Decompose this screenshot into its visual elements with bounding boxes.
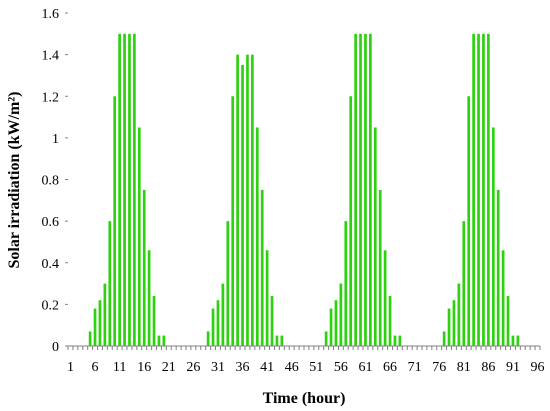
bar	[128, 33, 131, 347]
bar	[457, 283, 461, 346]
bar	[349, 96, 353, 346]
y-tick-label: 1.4	[42, 49, 60, 64]
bar	[359, 33, 362, 347]
bar	[388, 296, 392, 346]
x-tick-label: 81	[457, 360, 471, 375]
bar	[108, 221, 112, 347]
bar	[211, 308, 215, 346]
bar	[491, 127, 495, 346]
x-tick-label: 76	[432, 360, 446, 375]
bar	[373, 127, 377, 346]
bar	[251, 54, 254, 346]
bar	[162, 335, 166, 346]
bar	[221, 283, 225, 346]
bar	[157, 335, 161, 346]
x-tick-label: 91	[506, 360, 520, 375]
bar	[324, 331, 328, 346]
bar	[482, 33, 485, 347]
bar	[398, 335, 402, 346]
bar	[113, 96, 117, 346]
bar	[339, 283, 343, 346]
bar	[364, 33, 367, 347]
bar	[236, 54, 239, 346]
bar	[383, 250, 387, 346]
bar	[329, 308, 333, 346]
bar	[152, 296, 156, 346]
y-tick-label: 0.8	[42, 174, 60, 189]
bar	[354, 33, 357, 347]
x-tick-label: 21	[162, 360, 176, 375]
bar	[133, 33, 136, 347]
bar	[516, 335, 520, 346]
y-tick-label: 1.2	[42, 90, 60, 105]
bar	[103, 283, 107, 346]
bar	[255, 127, 259, 346]
x-tick-label: 61	[358, 360, 372, 375]
bar	[226, 221, 230, 347]
bar	[88, 331, 92, 346]
bar	[501, 250, 505, 346]
x-tick-label: 86	[481, 360, 495, 375]
x-tick-label: 41	[260, 360, 274, 375]
y-axis-title: Solar irradiation (kW/m²)	[6, 92, 23, 269]
bar	[98, 300, 102, 346]
x-tick-label: 71	[408, 360, 422, 375]
y-tick-label: 1.6	[42, 7, 60, 22]
bar	[472, 33, 475, 347]
x-tick-label: 6	[92, 360, 99, 375]
bar	[216, 300, 220, 346]
bar-series	[88, 33, 520, 347]
bar	[462, 221, 466, 347]
bar	[467, 96, 471, 346]
bar	[452, 300, 456, 346]
bar	[511, 335, 515, 346]
bar	[344, 221, 348, 347]
bar	[137, 127, 141, 346]
bar	[506, 296, 510, 346]
bar	[147, 250, 151, 346]
y-tick-label: 0	[52, 340, 59, 355]
bar	[496, 189, 500, 346]
x-tick-label: 96	[531, 360, 545, 375]
y-tick-label: 0.6	[42, 215, 60, 230]
bar	[260, 189, 264, 346]
bar	[369, 33, 372, 347]
bar	[378, 189, 382, 346]
x-tick-label: 46	[285, 360, 299, 375]
bar	[246, 54, 249, 346]
bar	[477, 33, 480, 347]
x-tick-label: 36	[236, 360, 250, 375]
x-tick-label: 26	[186, 360, 200, 375]
x-tick-label: 16	[137, 360, 151, 375]
bar	[118, 33, 121, 347]
bar	[142, 189, 146, 346]
x-tick-label: 51	[309, 360, 323, 375]
x-tick-label: 31	[211, 360, 225, 375]
bar	[393, 335, 397, 346]
bar	[123, 33, 126, 347]
y-tick-label: 1	[52, 132, 59, 147]
bar	[265, 250, 269, 346]
bar	[447, 308, 451, 346]
bar	[206, 331, 210, 346]
bar	[334, 300, 338, 346]
y-tick-label: 0.4	[42, 257, 60, 272]
x-tick-label: 66	[383, 360, 397, 375]
bar	[275, 335, 279, 346]
bar	[280, 335, 284, 346]
x-axis-title: Time (hour)	[263, 390, 346, 407]
bar	[241, 65, 244, 346]
bar	[270, 296, 274, 346]
bar	[231, 96, 235, 346]
y-axis-ticks: 0 0.2 0.4 0.6 0.8 1 1.2 1.4 1.6	[42, 7, 68, 355]
x-tick-label: 1	[67, 360, 74, 375]
bar	[487, 33, 490, 347]
y-tick-label: 0.2	[42, 298, 60, 313]
bar	[93, 308, 97, 346]
bar	[442, 331, 446, 346]
x-tick-label: 56	[334, 360, 348, 375]
x-tick-label: 11	[113, 360, 126, 375]
x-axis-ticks: 1 6 11 16 21 26 31 36 41 46 51 56 61 66 71 76 81 86 91 96	[67, 346, 545, 375]
